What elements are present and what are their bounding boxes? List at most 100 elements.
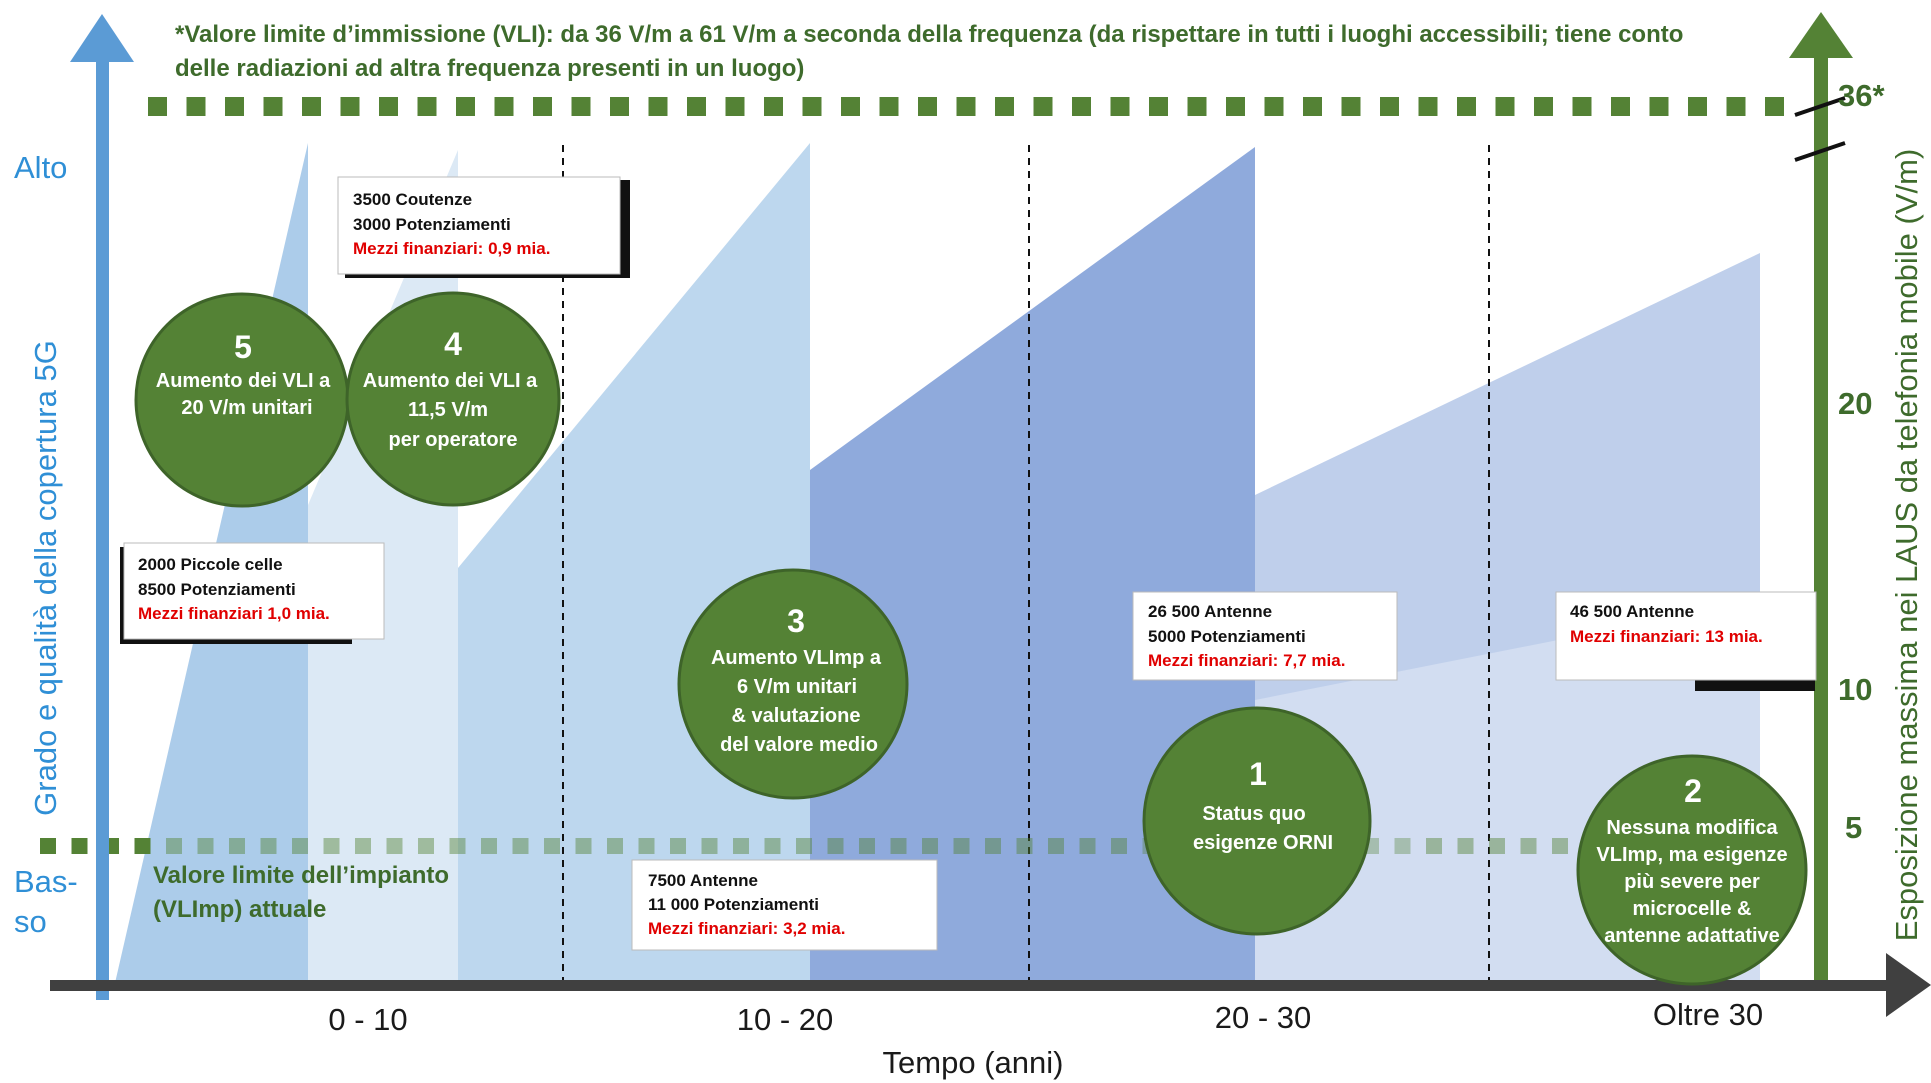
vli-line-dot	[1149, 97, 1168, 116]
info-box-1-line1: 26 500 Antenne	[1148, 602, 1272, 621]
vlimp-line-dot	[890, 838, 907, 854]
scenario-3-line2: 6 V/m unitari	[737, 676, 857, 698]
right-axis-tick-10: 10	[1838, 672, 1872, 707]
vlimp-line-dot	[40, 838, 56, 854]
info-box-2-line1: 46 500 Antenne	[1570, 602, 1694, 621]
vlimp-line-dot	[355, 838, 371, 854]
vli-line-dot	[1534, 97, 1553, 116]
scenario-circles: 5 Aumento dei VLI a 20 V/m unitari 4 Aum…	[134, 291, 1808, 986]
vlimp-line-dot	[953, 838, 970, 854]
vlimp-line-dot	[71, 838, 88, 854]
vlimp-line-dot	[638, 838, 655, 854]
x-axis-shaft	[50, 980, 1890, 991]
vli-line-dot	[302, 97, 321, 116]
vli-line-dot	[533, 97, 552, 116]
vlimp-line-dot	[134, 838, 151, 854]
right-axis-tick-5: 5	[1845, 810, 1862, 845]
vli-line-dot	[1688, 97, 1707, 116]
vlimp-line-dot	[922, 838, 938, 854]
scenario-4-line3: per operatore	[389, 429, 518, 451]
left-axis-shaft	[96, 60, 109, 1000]
info-box-1-finance: Mezzi finanziari: 7,7 mia.	[1148, 651, 1345, 670]
info-box-5-line2: 8500 Potenziamenti	[138, 580, 296, 599]
vlimp-line-dot	[607, 838, 623, 854]
scenario-2-line4: microcelle &	[1633, 898, 1752, 920]
vli-line-dot	[841, 97, 860, 116]
scenario-4-number: 4	[444, 326, 462, 362]
vli-line-dot	[340, 97, 360, 116]
scenario-3-line4: del valore medio	[720, 734, 878, 756]
right-axis	[1789, 12, 1853, 990]
x-category-0-10: 0 - 10	[328, 1002, 407, 1037]
vli-line-dot	[1418, 97, 1438, 116]
info-box-phase-2: 46 500 Antenne Mezzi finanziari: 13 mia.	[1555, 591, 1817, 691]
vlimp-line-dot	[1048, 838, 1064, 854]
vli-line-dot	[1072, 97, 1091, 116]
scenario-5-number: 5	[234, 329, 252, 365]
left-axis-arrowhead	[70, 14, 134, 62]
vli-line-dot	[764, 97, 783, 116]
info-box-4-line2: 3000 Potenziamenti	[353, 215, 511, 234]
vlimp-line-dot	[260, 838, 277, 854]
vlimp-line-dot	[197, 838, 214, 854]
vlimp-label-line1: Valore limite dell’impianto	[153, 862, 449, 889]
vli-line-dot	[1765, 97, 1784, 116]
left-axis-high-label: Alto	[14, 150, 67, 185]
scenario-4-line1: Aumento dei VLI a	[363, 370, 538, 392]
vlimp-line-dot	[859, 838, 875, 854]
right-axis-title: Esposizione massima nei LAUS da telefoni…	[1889, 149, 1924, 942]
vlimp-line-dot	[386, 838, 403, 854]
vlimp-line-dot	[512, 838, 529, 854]
vlimp-line-dot	[764, 838, 781, 854]
scenario-circle-1: 1 Status quo esigenze ORNI	[1142, 706, 1372, 936]
vli-line-dot	[879, 97, 899, 116]
x-category-20-30: 20 - 30	[1215, 1000, 1312, 1035]
scenario-3-number: 3	[787, 603, 805, 639]
left-axis-low-label-2: so	[14, 904, 47, 939]
vli-line-dot	[1380, 97, 1399, 116]
vli-line-dot	[1457, 97, 1476, 116]
info-box-phase-4: 3500 Coutenze 3000 Potenziamenti Mezzi f…	[337, 176, 630, 278]
scenario-2-line3: più severe per	[1624, 871, 1760, 893]
left-axis-title: Grado e qualità della copertura 5G	[28, 340, 63, 816]
vlimp-line-dot	[1520, 838, 1537, 854]
vlimp-line-dot	[1489, 838, 1505, 854]
scenario-5-line1: Aumento dei VLI a	[156, 370, 331, 392]
scenario-1-line2: esigenze ORNI	[1193, 832, 1333, 854]
scenario-4-line2: 11,5 V/m	[408, 399, 488, 421]
vlimp-line-dot	[1426, 838, 1442, 854]
vli-line-dot	[610, 97, 629, 116]
scenario-circle-3: 3 Aumento VLImp a 6 V/m unitari & valuta…	[677, 568, 909, 800]
vlimp-line-dot	[323, 838, 340, 854]
area-phase-3b	[810, 147, 1255, 983]
vli-line-dot	[1226, 97, 1245, 116]
scenario-circle-5: 5 Aumento dei VLI a 20 V/m unitari	[134, 292, 350, 508]
vli-line-dot	[648, 97, 668, 116]
scenario-1-number: 1	[1249, 756, 1267, 792]
left-axis-low-label-1: Bas-	[14, 864, 78, 899]
vlimp-line-dot	[544, 838, 560, 854]
vli-line-dot	[225, 97, 244, 116]
vli-line-dot	[725, 97, 745, 116]
vlimp-line-dot	[575, 838, 592, 854]
scenario-circle-4: 4 Aumento dei VLI a 11,5 V/m per operato…	[345, 291, 561, 507]
info-box-phase-1: 26 500 Antenne 5000 Potenziamenti Mezzi …	[1132, 591, 1398, 681]
vli-line-dot	[1495, 97, 1515, 116]
scenario-3-line3: & valutazione	[732, 705, 861, 727]
vlimp-line-dot	[481, 838, 497, 854]
vli-line-dot	[956, 97, 976, 116]
vli-line-dot	[148, 97, 167, 116]
vli-line-dot	[1303, 97, 1322, 116]
vli-line-dot	[1187, 97, 1207, 116]
vli-line-dot	[494, 97, 514, 116]
vlimp-line-dot	[418, 838, 434, 854]
vli-line-dot	[263, 97, 283, 116]
vli-line-dot	[417, 97, 437, 116]
vli-line-dot	[802, 97, 822, 116]
vli-note-line1: *Valore limite d’immissione (VLI): da 36…	[175, 21, 1683, 48]
scenario-1-line1: Status quo	[1202, 803, 1305, 825]
x-axis-title: Tempo (anni)	[883, 1045, 1064, 1080]
info-box-1-line2: 5000 Potenziamenti	[1148, 627, 1306, 646]
info-box-5-line1: 2000 Piccole celle	[138, 555, 283, 574]
